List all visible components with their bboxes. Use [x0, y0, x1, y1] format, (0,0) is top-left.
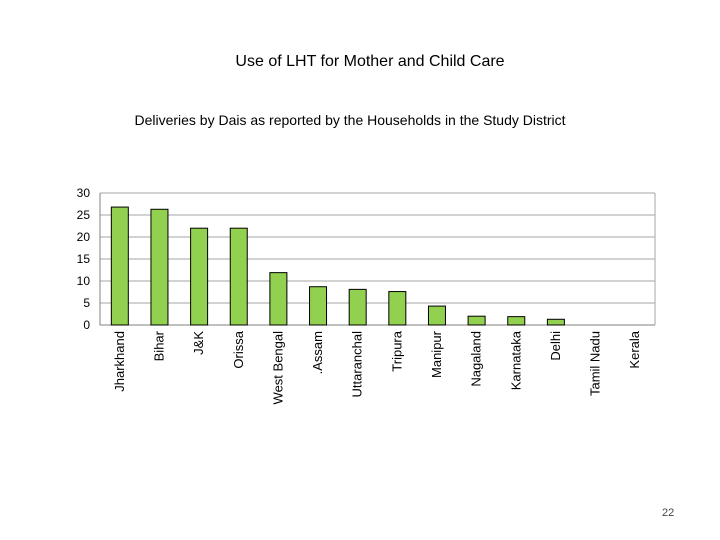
y-tick-label: 15: [77, 252, 91, 266]
x-tick-label: Uttaranchal: [350, 331, 365, 398]
x-tick-label: Manipur: [429, 330, 444, 378]
y-tick-label: 30: [77, 186, 91, 200]
bar: [348, 288, 367, 326]
bar: [269, 272, 288, 326]
bar: [507, 316, 526, 326]
x-tick-label: J&K: [191, 331, 206, 355]
x-tick-label: Orissa: [231, 330, 246, 368]
bar: [309, 286, 328, 326]
bar: [150, 208, 169, 326]
bar: [427, 305, 446, 326]
y-tick-label: 25: [77, 208, 91, 222]
bar: [110, 206, 129, 326]
slide-title: Use of LHT for Mother and Child Care: [235, 53, 505, 70]
x-tick-label: Jharkhand: [112, 331, 127, 392]
bar: [388, 291, 407, 326]
x-tick-label: Delhi: [548, 331, 563, 361]
x-tick-label: .Assam: [310, 331, 325, 374]
x-tick-label: Tamil Nadu: [588, 331, 603, 396]
page-number: 22: [662, 507, 675, 519]
y-tick-label: 20: [77, 230, 91, 244]
x-tick-label: Nagaland: [469, 331, 484, 387]
bar: [190, 227, 209, 326]
y-tick-label: 10: [77, 274, 91, 288]
x-tick-label: Bihar: [151, 330, 166, 361]
bar: [467, 315, 486, 326]
chart-title: Deliveries by Dais as reported by the Ho…: [134, 112, 566, 128]
x-tick-label: West Bengal: [270, 331, 285, 405]
x-tick-label: Kerala: [627, 330, 642, 368]
y-tick-label: 5: [83, 296, 90, 310]
bar: [546, 318, 565, 326]
bar: [229, 227, 248, 326]
x-tick-label: Tripura: [389, 330, 404, 371]
y-tick-label: 0: [83, 318, 90, 332]
x-tick-label: Karnataka: [508, 330, 523, 390]
